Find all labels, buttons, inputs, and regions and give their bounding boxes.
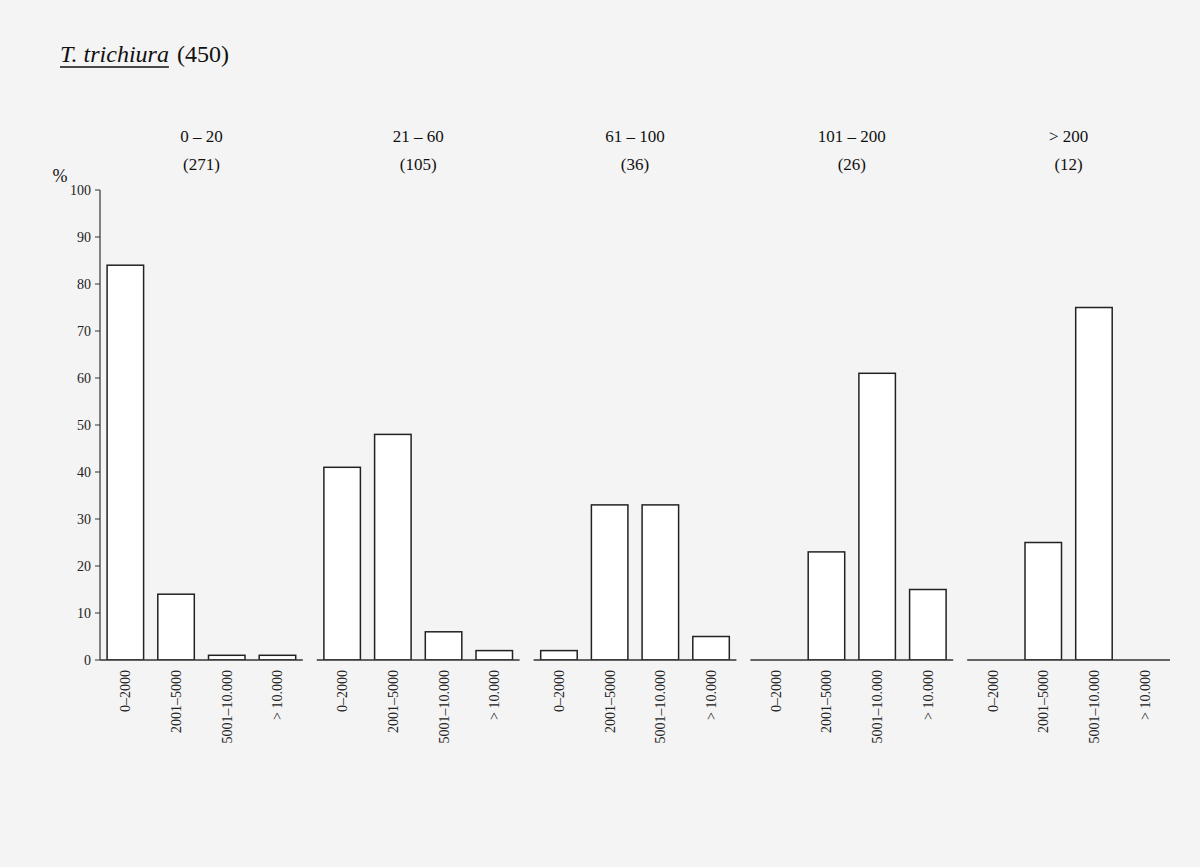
x-tick-label: > 10.000 (270, 670, 285, 720)
subtitle: (450) (177, 41, 229, 67)
panel-subtitle: (12) (1054, 155, 1082, 174)
chart: T. trichiura (450) 0 – 20 (271) 0 10 20 30 40 50 6… (0, 0, 1200, 867)
x-axis (100, 659, 303, 661)
bar (693, 637, 730, 661)
bar (591, 505, 628, 660)
y-tick-label: 100 (70, 183, 91, 198)
x-tick-label: > 10.000 (487, 670, 502, 720)
bar (425, 632, 462, 660)
x-tick-label: 5001–10.000 (1087, 670, 1102, 744)
y-label: % (53, 166, 68, 186)
x-tick-label: 5001–10.000 (220, 670, 235, 744)
panel-subtitle: (105) (400, 155, 437, 174)
background (0, 0, 1200, 867)
y-tick (95, 237, 100, 238)
bar (324, 467, 361, 660)
x-axis (967, 659, 1170, 661)
x-tick-label: 2001–5000 (1036, 670, 1051, 733)
x-tick-label: 0–2000 (769, 670, 784, 712)
panel-title: 61 – 100 (605, 127, 665, 146)
x-tick-label: 2001–5000 (169, 670, 184, 733)
x-tick-label: 5001–10.000 (653, 670, 668, 744)
panel: 21 – 60 (105) 0–2000 2001–5000 5001–10.000 > … (317, 127, 520, 744)
y-tick-label: 90 (77, 230, 91, 245)
y-tick (95, 472, 100, 473)
bar (541, 651, 578, 660)
y-tick (95, 425, 100, 426)
y-tick-label: 0 (84, 653, 91, 668)
x-tick-label: 0–2000 (335, 670, 350, 712)
x-tick-label: 2001–5000 (603, 670, 618, 733)
x-axis (317, 659, 520, 661)
bar (1025, 543, 1062, 661)
panel-title: 21 – 60 (393, 127, 444, 146)
y-tick-label: 60 (77, 371, 91, 386)
bars (324, 434, 513, 660)
y-tick-label: 20 (77, 559, 91, 574)
title-underline (60, 66, 169, 67)
bars (808, 373, 946, 660)
x-tick-label: 5001–10.000 (437, 670, 452, 744)
bar (808, 552, 845, 660)
panel: 0 – 20 (271) 0 10 20 30 40 50 60 70 80 90 100% 0–2000… (53, 127, 303, 744)
y-tick (95, 331, 100, 332)
bar (107, 265, 144, 660)
bar (158, 594, 195, 660)
y-tick-label: 70 (77, 324, 91, 339)
y-tick (95, 660, 100, 661)
panel-title: > 200 (1049, 127, 1088, 146)
x-tick-label: 5001–10.000 (870, 670, 885, 744)
panel: 101 – 200 (26) 0–2000 2001–5000 5001–10.000 >… (750, 127, 953, 744)
y-tick-label: 30 (77, 512, 91, 527)
x-tick-label: > 10.000 (921, 670, 936, 720)
x-tick-label: 2001–5000 (819, 670, 834, 733)
x-tick-label: > 10.000 (704, 670, 719, 720)
y-tick-label: 10 (77, 606, 91, 621)
panel-subtitle: (26) (838, 155, 866, 174)
panel-subtitle: (271) (183, 155, 220, 174)
bars (107, 265, 296, 660)
bar (859, 373, 896, 660)
y-tick (95, 284, 100, 285)
title: T. trichiura (60, 41, 169, 67)
bar (910, 590, 947, 661)
bars (541, 505, 730, 660)
y-tick (95, 378, 100, 379)
y-tick (95, 566, 100, 567)
x-axis (750, 659, 953, 661)
y-tick (95, 519, 100, 520)
panel: 61 – 100 (36) 0–2000 2001–5000 5001–10.000 > … (534, 127, 737, 744)
y-tick-label: 80 (77, 277, 91, 292)
x-axis (534, 659, 737, 661)
x-tick-label: 0–2000 (118, 670, 133, 712)
panel-title: 0 – 20 (180, 127, 223, 146)
panel-title: 101 – 200 (818, 127, 886, 146)
bar (642, 505, 679, 660)
panel: > 200 (12) 0–2000 2001–5000 5001–10.000 > 10.… (967, 127, 1170, 744)
y-tick (95, 190, 100, 191)
bar (375, 434, 412, 660)
bars (1025, 308, 1112, 661)
bar (1076, 308, 1113, 661)
x-tick-label: 0–2000 (552, 670, 567, 712)
panel-subtitle: (36) (621, 155, 649, 174)
y-tick-label: 50 (77, 418, 91, 433)
x-tick-label: 2001–5000 (386, 670, 401, 733)
x-tick-label: 0–2000 (986, 670, 1001, 712)
y-tick (95, 613, 100, 614)
x-tick-label: > 10.000 (1138, 670, 1153, 720)
bar (476, 651, 513, 660)
y-tick-label: 40 (77, 465, 91, 480)
